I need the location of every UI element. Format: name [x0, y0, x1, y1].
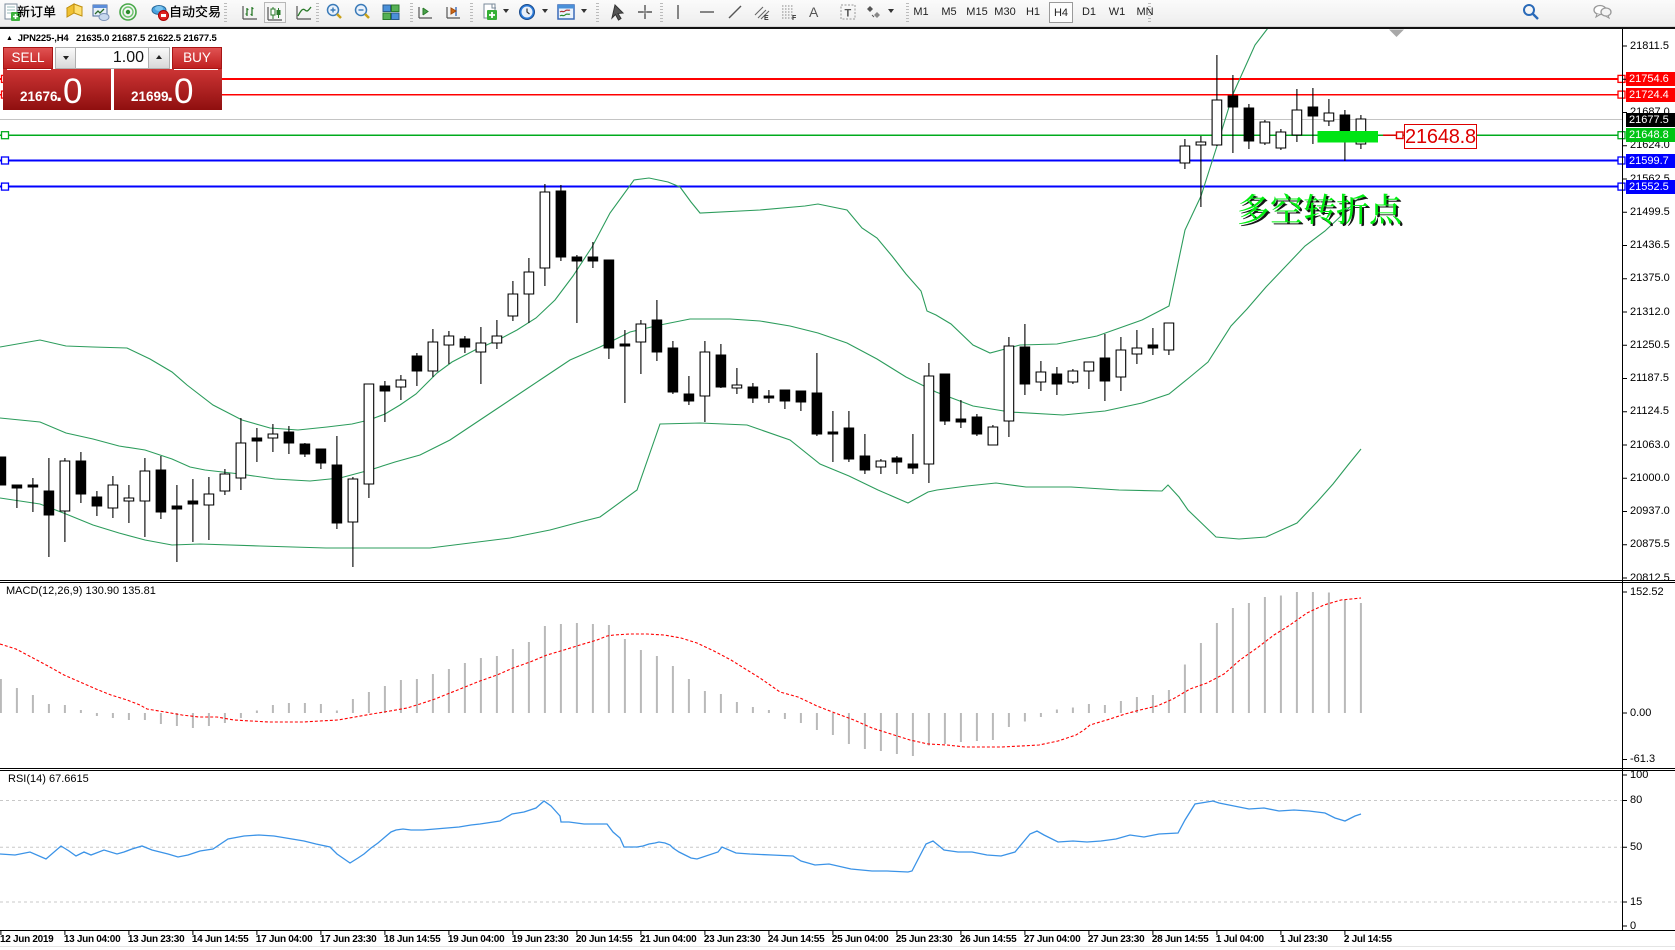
svg-text:F: F	[792, 15, 797, 22]
svg-text:E: E	[764, 15, 769, 22]
svg-text:T: T	[845, 8, 852, 20]
